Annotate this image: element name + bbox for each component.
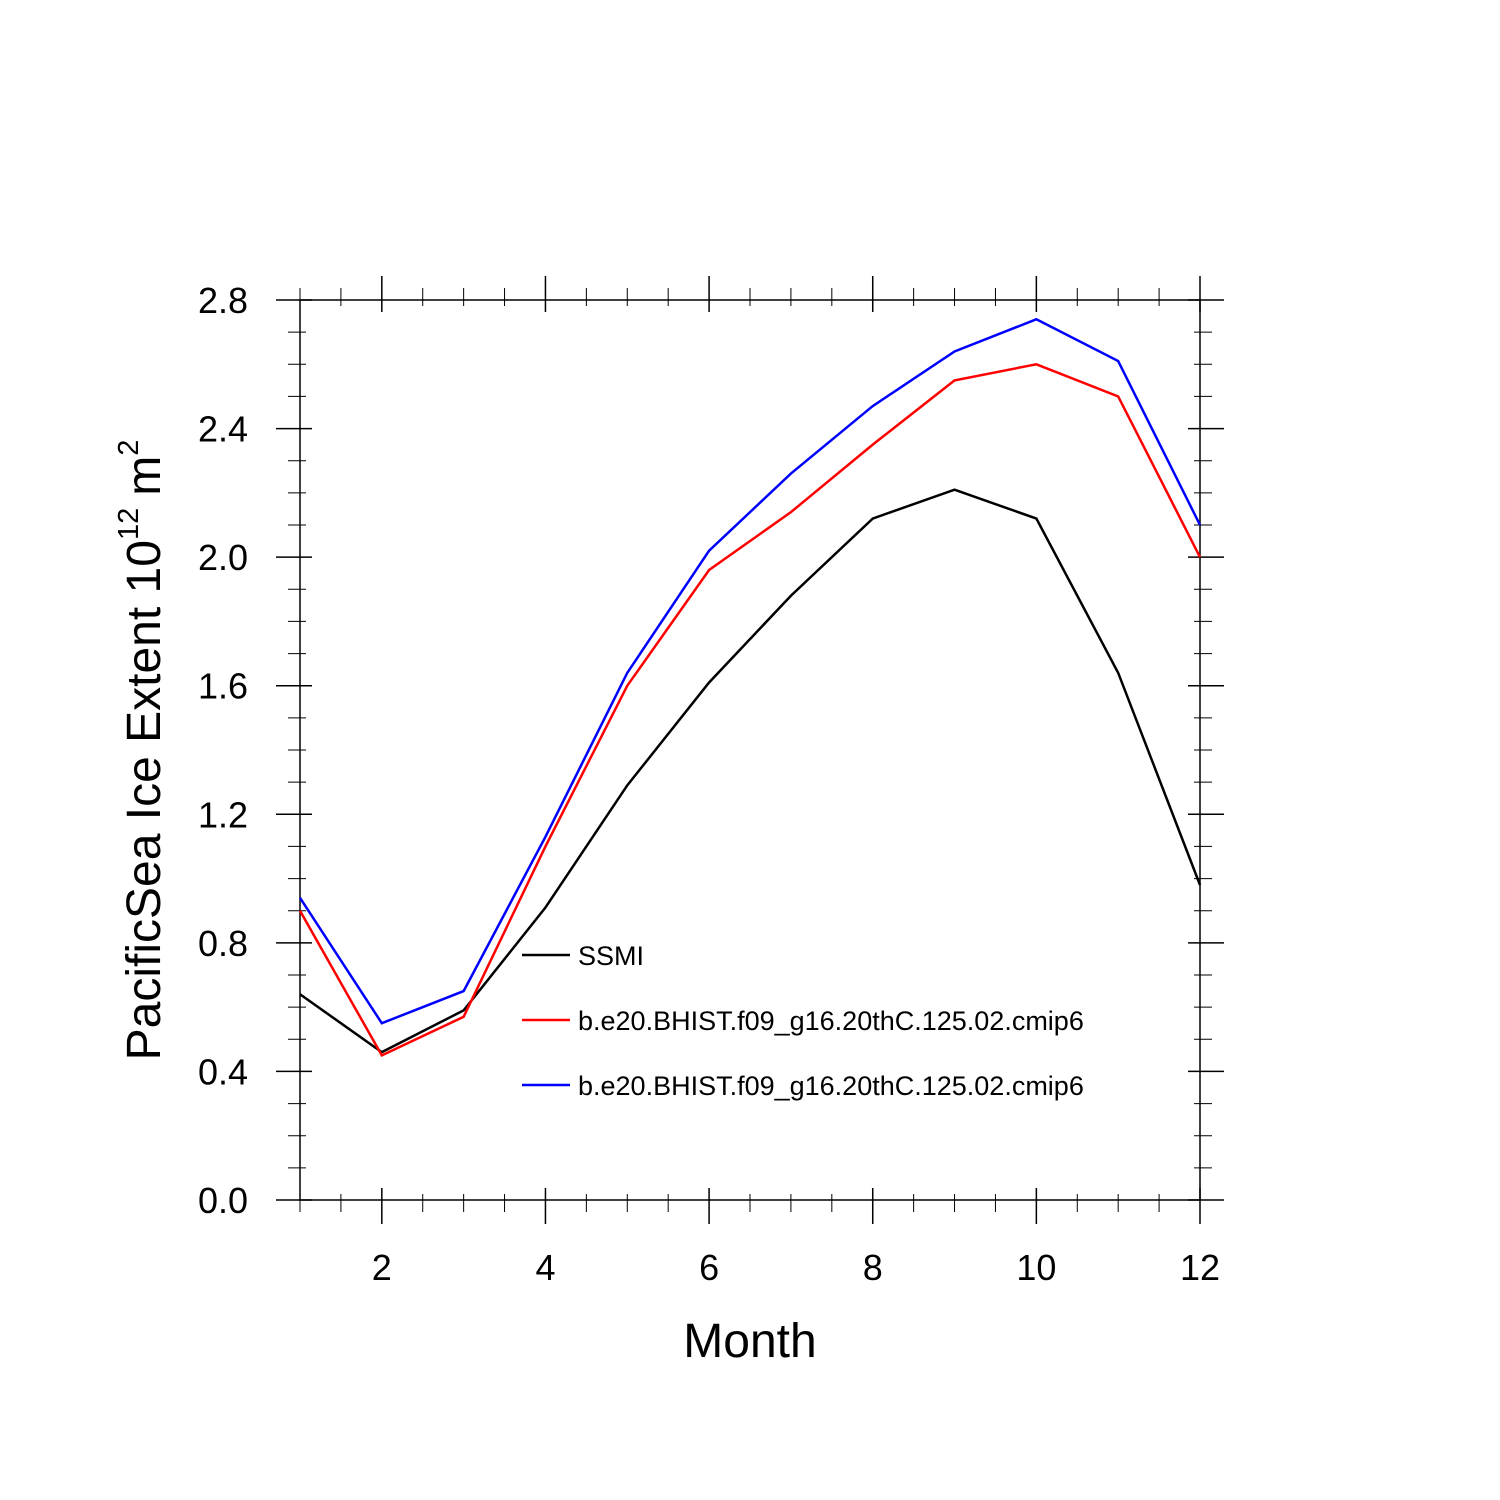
y-tick-label: 2.4 [198, 409, 248, 450]
y-tick-label: 2.0 [198, 537, 248, 578]
x-tick-label: 12 [1180, 1247, 1220, 1288]
x-tick-label: 6 [699, 1247, 719, 1288]
legend-label-3: b.e20.BHIST.f09_g16.20thC.125.02.cmip6 [578, 1071, 1084, 1101]
y-tick-label: 0.8 [198, 923, 248, 964]
y-axis-title-main: PacificSea Ice Extent 10 [118, 540, 171, 1060]
y-tick-label: 1.2 [198, 794, 248, 835]
y-tick-label: 2.8 [198, 280, 248, 321]
series-line-3 [298, 317, 1202, 1025]
series-layer [298, 317, 1202, 1057]
x-tick-label: 4 [535, 1247, 555, 1288]
x-tick-label: 10 [1016, 1247, 1056, 1288]
y-tick-label: 0.0 [198, 1180, 248, 1221]
y-tick-label: 1.6 [198, 666, 248, 707]
legend-label-2: b.e20.BHIST.f09_g16.20thC.125.02.cmip6 [578, 1006, 1084, 1036]
x-tick-label: 2 [372, 1247, 392, 1288]
y-axis-title-exponent: 12 [113, 508, 145, 540]
y-axis-title-unit: m [118, 456, 171, 496]
ticks-layer: 2 4 6 8 10 12 0.0 0.4 0.8 1.2 1.6 2.0 2.4 2.8 [198, 276, 1224, 1288]
x-axis-title: Month [683, 1315, 816, 1368]
plot-frame [299, 299, 1201, 1201]
legend: SSMI b.e20.BHIST.f09_g16.20thC.125.02.cmi… [522, 941, 1084, 1101]
y-axis-title-unit-exponent: 2 [113, 440, 145, 456]
x-tick-label: 8 [863, 1247, 883, 1288]
y-axis-title: PacificSea Ice Extent 1012 m2 [113, 440, 171, 1061]
y-tick-label: 0.4 [198, 1051, 248, 1092]
series-line-1 [299, 488, 1202, 1054]
legend-label-1: SSMI [578, 941, 644, 971]
series-line-2 [298, 362, 1202, 1057]
